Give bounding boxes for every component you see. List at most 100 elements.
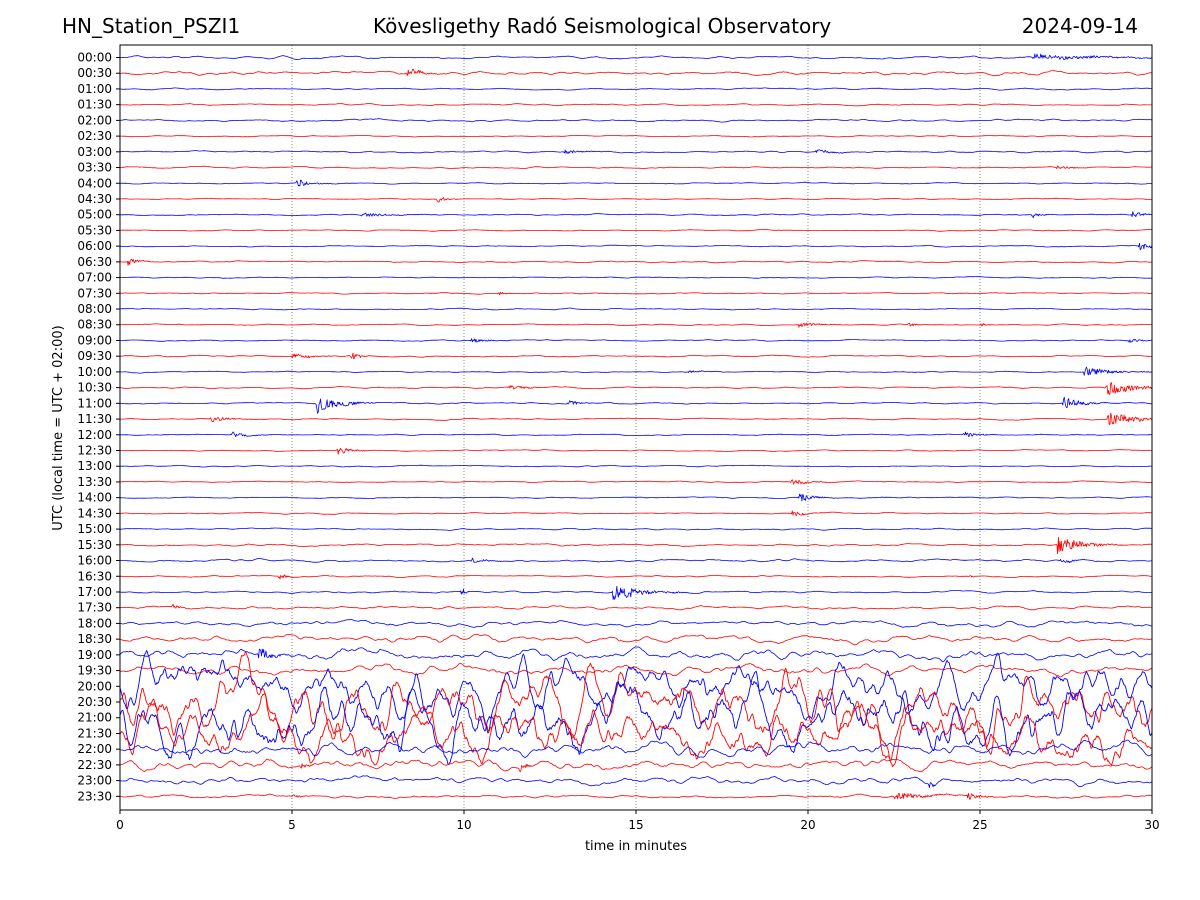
y-tick-label: 07:00 <box>77 271 112 285</box>
y-tick-label: 01:00 <box>77 82 112 96</box>
y-tick-label: 07:30 <box>77 286 112 300</box>
y-tick-label: 06:00 <box>77 239 112 253</box>
y-tick-label: 05:00 <box>77 208 112 222</box>
seismic-trace <box>119 493 1152 502</box>
seismic-trace <box>119 650 1153 734</box>
seismic-trace <box>119 276 1152 279</box>
seismic-trace <box>119 633 1153 646</box>
seismic-trace <box>119 352 1152 360</box>
seismic-trace <box>119 103 1152 107</box>
y-tick-label: 13:30 <box>77 475 112 489</box>
seismic-trace <box>119 165 1152 170</box>
seismic-trace <box>120 618 1153 628</box>
y-tick-label: 15:00 <box>77 522 112 536</box>
y-tick-label: 23:00 <box>77 774 112 788</box>
x-tick-label: 30 <box>1144 818 1159 832</box>
y-tick-label: 19:00 <box>77 648 112 662</box>
y-tick-label: 03:00 <box>77 145 112 159</box>
seismic-trace <box>120 793 1153 800</box>
y-tick-label: 20:00 <box>77 679 112 693</box>
seismic-trace <box>119 758 1153 772</box>
seismic-trace <box>120 447 1153 455</box>
y-tick-label: 11:30 <box>77 412 112 426</box>
seismic-trace <box>120 338 1153 343</box>
y-tick-label: 10:00 <box>77 365 112 379</box>
y-tick-label: 14:30 <box>77 506 112 520</box>
seismic-trace <box>120 87 1153 91</box>
y-tick-label: 17:00 <box>77 585 112 599</box>
seismic-trace <box>120 149 1153 154</box>
y-tick-label: 16:30 <box>77 569 112 583</box>
seismic-trace <box>119 557 1153 563</box>
grid-lines <box>291 45 981 810</box>
seismic-trace <box>119 646 1153 663</box>
seismic-trace <box>120 775 1152 788</box>
y-tick-label: 22:30 <box>77 758 112 772</box>
y-tick-label: 18:30 <box>77 632 112 646</box>
seismic-trace <box>120 322 1153 328</box>
y-tick-label: 17:30 <box>77 601 112 615</box>
seismic-trace <box>119 536 1153 555</box>
trace-layer <box>119 53 1153 800</box>
seismic-trace <box>120 382 1153 396</box>
y-tick-label: 04:30 <box>77 192 112 206</box>
seismic-trace <box>119 291 1153 296</box>
seismic-trace <box>120 68 1153 77</box>
y-tick-label: 23:30 <box>77 789 112 803</box>
seismic-trace <box>120 479 1152 485</box>
seismic-trace <box>119 53 1153 60</box>
seismic-trace <box>119 197 1152 203</box>
seismic-trace <box>120 464 1152 468</box>
seismic-trace <box>120 431 1153 438</box>
seismic-trace <box>120 258 1152 266</box>
seismic-trace <box>119 527 1152 531</box>
y-tick-label: 20:30 <box>77 695 112 709</box>
y-tick-label: 06:30 <box>77 255 112 269</box>
y-tick-label: 14:00 <box>77 491 112 505</box>
seismic-trace <box>119 574 1152 580</box>
x-tick-label: 25 <box>972 818 987 832</box>
y-tick-label: 21:00 <box>77 711 112 725</box>
y-tick-label: 09:30 <box>77 349 112 363</box>
x-tick-label: 20 <box>800 818 815 832</box>
y-tick-label: 02:00 <box>77 113 112 127</box>
seismic-trace <box>120 396 1153 414</box>
seismic-trace <box>119 663 1153 678</box>
seismic-trace <box>119 242 1153 251</box>
y-tick-label: 04:00 <box>77 176 112 190</box>
x-tick-label: 5 <box>288 818 296 832</box>
y-tick-label: 16:00 <box>77 554 112 568</box>
x-tick-label: 0 <box>116 818 124 832</box>
y-tick-label: 03:30 <box>77 161 112 175</box>
y-tick-label: 12:30 <box>77 444 112 458</box>
y-tick-label: 05:30 <box>77 223 112 237</box>
station-name: HN_Station_PSZI1 <box>62 14 241 38</box>
seismic-trace <box>119 510 1152 517</box>
y-tick-label: 10:30 <box>77 381 112 395</box>
x-axis: 0 5 10 15 20 25 30 <box>116 810 1160 832</box>
seismic-trace <box>119 211 1153 219</box>
seismic-trace <box>120 366 1153 376</box>
y-tick-label: 22:00 <box>77 742 112 756</box>
x-tick-label: 15 <box>628 818 643 832</box>
x-axis-label: time in minutes <box>585 839 687 854</box>
seismic-trace <box>119 739 1153 758</box>
seismic-trace <box>120 179 1153 187</box>
y-tick-label: 21:30 <box>77 726 112 740</box>
y-tick-label: 18:00 <box>77 616 112 630</box>
seismic-trace <box>119 412 1153 425</box>
chart-date: 2024-09-14 <box>1021 14 1138 38</box>
y-tick-label: 11:00 <box>77 396 112 410</box>
y-tick-label: 01:30 <box>77 98 112 112</box>
seismic-trace <box>119 693 1153 768</box>
y-tick-label: 12:00 <box>77 428 112 442</box>
x-tick-label: 10 <box>456 818 471 832</box>
seismic-trace <box>119 307 1153 311</box>
y-tick-label: 15:30 <box>77 538 112 552</box>
y-tick-label: 02:30 <box>77 129 112 143</box>
y-tick-label: 08:00 <box>77 302 112 316</box>
y-tick-label: 09:00 <box>77 333 112 347</box>
chart-title: Kövesligethy Radó Seismological Observat… <box>373 14 832 38</box>
